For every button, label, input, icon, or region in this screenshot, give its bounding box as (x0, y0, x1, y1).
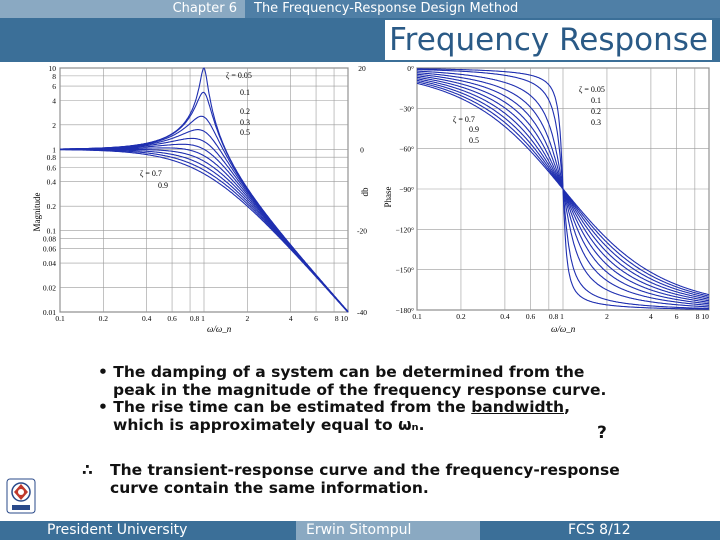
magnitude-y-tick: 0.02 (43, 284, 56, 293)
magnitude-y-tick: 0.01 (43, 308, 56, 317)
question-mark: ? (597, 423, 607, 443)
magnitude-y-tick: 6 (52, 82, 56, 91)
footer-bar: President University Erwin Sitompul FCS … (0, 521, 720, 540)
header-bar: Chapter 6 The Frequency-Response Design … (0, 0, 720, 18)
magnitude-y-tick: 0.8 (47, 153, 57, 162)
magnitude-y-tick: 2 (52, 121, 56, 130)
magnitude-x-tick: 4 (289, 314, 293, 323)
bullet-2-comma: , (564, 398, 570, 416)
magnitude-x-tick: 2 (245, 314, 249, 323)
phase-axis-label: Phase (383, 186, 393, 207)
phase-y-tick: −150° (396, 266, 414, 275)
magnitude-zeta-label: 0.5 (240, 128, 250, 137)
bullet-list: • The damping of a system can be determi… (98, 363, 678, 434)
bullet-2-line-1: • The rise time can be estimated from th… (98, 398, 678, 417)
phase-x-tick: 2 (605, 312, 609, 321)
bullet-1-line-2: peak in the magnitude of the frequency r… (113, 380, 607, 399)
phase-zeta-label: 0.3 (591, 118, 601, 127)
phase-y-tick: −180° (396, 306, 414, 315)
phase-x-tick: 6 (675, 312, 679, 321)
therefore-symbol: ∴ (82, 461, 93, 479)
phase-zeta-label: 0.5 (469, 136, 479, 145)
db-tick: -20 (357, 227, 367, 236)
magnitude-y-tick: 0.04 (43, 259, 56, 268)
magnitude-x-tick: 0.1 (55, 314, 65, 323)
db-tick: -40 (357, 308, 367, 317)
footer-university: President University (47, 522, 188, 538)
magnitude-x-tick: 0.2 (99, 314, 109, 323)
magnitude-curves (60, 67, 349, 313)
phase-x-tick: 0.8 1 (549, 312, 564, 321)
magnitude-x-label: ω/ω_n (207, 324, 232, 334)
phase-curve (416, 82, 710, 296)
phase-zeta-label: 0.9 (469, 125, 479, 134)
university-logo-icon (6, 478, 36, 514)
magnitude-y-tick: 0.4 (47, 178, 57, 187)
db-tick: 20 (358, 64, 366, 73)
magnitude-y-tick: 0.06 (43, 245, 56, 254)
bullet-2-text: • The rise time can be estimated from th… (98, 398, 472, 416)
footer-author: Erwin Sitompul (296, 521, 480, 540)
magnitude-zeta-label: 0.2 (240, 107, 250, 116)
footer-page: FCS 8/12 (568, 522, 631, 538)
phase-x-tick: 0.2 (456, 312, 466, 321)
magnitude-x-tick: 0.6 (167, 314, 177, 323)
phase-y-tick: −30° (399, 104, 414, 113)
phase-x-tick: 4 (649, 312, 653, 321)
phase-y-tick: −90° (399, 185, 414, 194)
phase-zeta-label: ζ = 0.7 (453, 115, 475, 124)
magnitude-x-tick: 0.4 (142, 314, 152, 323)
phase-zeta-label: 0.2 (591, 107, 601, 116)
phase-curves (416, 68, 710, 310)
phase-x-tick: 8 10 (696, 312, 709, 321)
magnitude-x-tick: 8 10 (335, 314, 348, 323)
magnitude-zeta-labels: ζ = 0.05 0.1 0.2 0.30.5 ζ = 0.7 0.9 (140, 71, 252, 190)
chapter-title: The Frequency-Response Design Method (254, 1, 519, 16)
phase-x-tick: 0.4 (500, 312, 510, 321)
magnitude-y-tick: 0.6 (47, 163, 57, 172)
bullet-2-line-2: which is approximately equal to ωₙ. (113, 415, 425, 434)
phase-x-tick: 0.6 (526, 312, 536, 321)
phase-zeta-label: ζ = 0.05 (579, 85, 605, 94)
magnitude-y-tick: 4 (52, 96, 56, 105)
db-tick: 0 (360, 145, 364, 154)
conclusion-text: The transient-response curve and the fre… (110, 461, 620, 497)
magnitude-grid (59, 67, 349, 313)
bandwidth-link[interactable]: bandwidth (471, 398, 565, 416)
magnitude-y-tick: 0.2 (47, 202, 57, 211)
magnitude-zeta-label: ζ = 0.05 (226, 71, 252, 80)
magnitude-axis-label: Magnitude (32, 193, 42, 232)
phase-x-tick: 0.1 (412, 312, 422, 321)
magnitude-zeta-label: ζ = 0.7 (140, 169, 162, 178)
magnitude-zeta-label: 0.9 (158, 181, 168, 190)
phase-y-tick: −60° (399, 145, 414, 154)
magnitude-y-tick: 8 (52, 72, 56, 81)
magnitude-curve (60, 149, 349, 313)
phase-y-tick: −120° (396, 225, 414, 234)
magnitude-zeta-label: 0.1 (240, 88, 250, 97)
magnitude-zeta-label: 0.3 (240, 118, 250, 127)
magnitude-plot: 10864210.80.60.40.20.10.080.060.040.020.… (32, 64, 370, 334)
magnitude-y-tick: 0.08 (43, 235, 56, 244)
phase-x-label: ω/ω_n (551, 324, 576, 334)
bullet-1-line-1: • The damping of a system can be determi… (98, 363, 585, 381)
magnitude-x-tick: 6 (314, 314, 318, 323)
magnitude-y-tick: 0.1 (47, 227, 57, 236)
magnitude-y-tick: 10 (49, 64, 57, 73)
phase-plot: 0° −30° −60° −90° −120° −150° −180° 0.1 0.2 0.4 0… (383, 64, 710, 334)
phase-zeta-labels: ζ = 0.05 0.1 0.2 0.3 ζ = 0.70.9 0.5 (453, 85, 605, 145)
db-axis-label: db (360, 187, 370, 197)
phase-y-tick: 0° (407, 64, 414, 73)
slide-title: Frequency Response (385, 20, 712, 60)
phase-zeta-label: 0.1 (591, 96, 601, 105)
magnitude-y-tick: 1 (52, 145, 56, 154)
chapter-label: Chapter 6 (0, 0, 245, 18)
magnitude-x-tick: 0.8 1 (190, 314, 205, 323)
